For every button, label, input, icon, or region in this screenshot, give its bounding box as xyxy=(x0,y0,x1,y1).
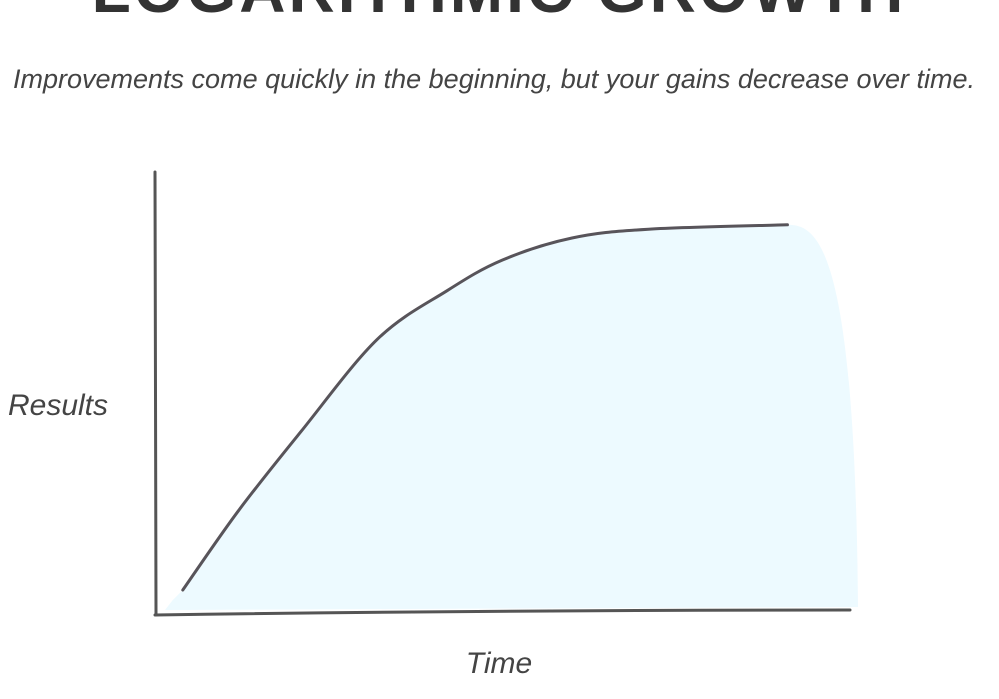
chart-subtitle: Improvements come quickly in the beginni… xyxy=(13,64,975,94)
x-axis xyxy=(153,608,852,617)
chart-title: LOGARITHMIC GROWTH xyxy=(92,0,907,26)
y-axis xyxy=(153,170,158,617)
plot-area xyxy=(153,170,858,617)
y-axis-label: Results xyxy=(8,389,108,422)
x-axis-label: Time xyxy=(466,647,532,680)
shaded-area xyxy=(165,224,858,611)
line xyxy=(181,223,789,592)
